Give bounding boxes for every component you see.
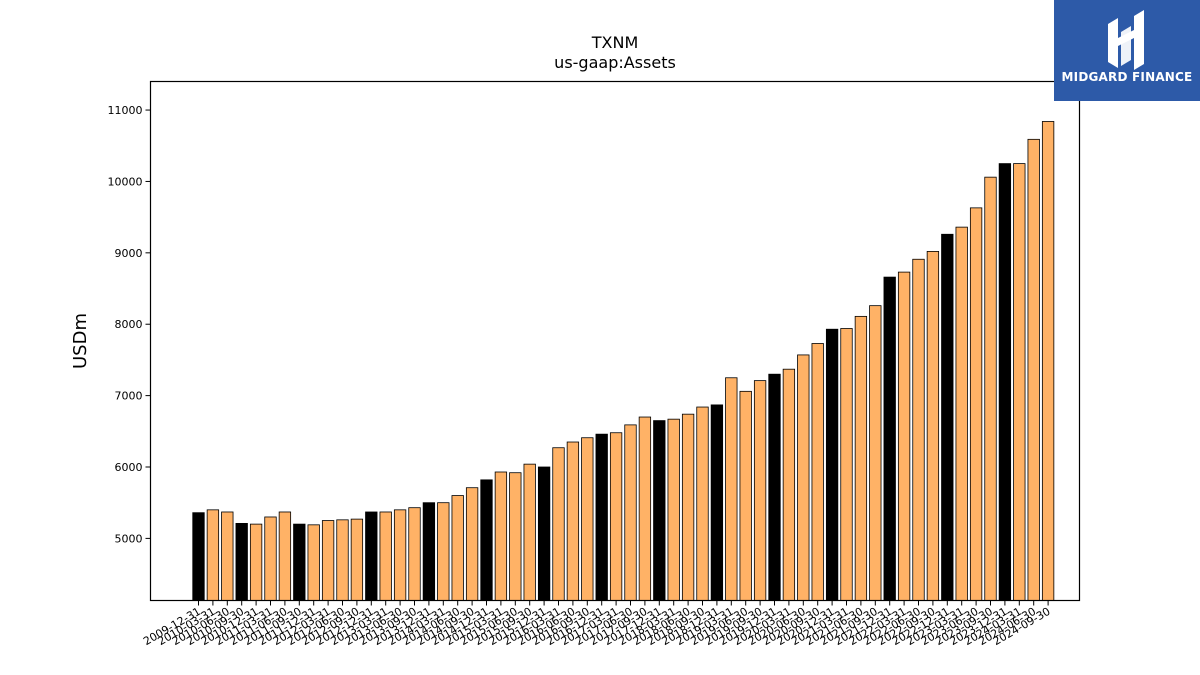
bar bbox=[941, 233, 954, 601]
brand-logo-text: MIDGARD FINANCE bbox=[1061, 70, 1193, 84]
bar bbox=[393, 509, 407, 601]
chart-title: TXNM bbox=[591, 33, 639, 52]
y-axis-label: USDm bbox=[70, 313, 91, 369]
bar bbox=[1013, 163, 1026, 601]
y-tick-label: 7000 bbox=[115, 390, 143, 403]
bar bbox=[638, 416, 652, 601]
bar bbox=[552, 447, 565, 601]
y-tick-label: 11000 bbox=[108, 104, 143, 117]
bar bbox=[897, 271, 911, 601]
bar bbox=[797, 354, 810, 601]
bar bbox=[984, 176, 997, 601]
bar bbox=[653, 420, 666, 601]
bar bbox=[321, 520, 335, 601]
bars bbox=[192, 121, 1055, 601]
bar bbox=[696, 406, 709, 601]
bar bbox=[969, 207, 983, 601]
bar bbox=[955, 226, 968, 601]
bar bbox=[595, 433, 608, 601]
bar bbox=[739, 390, 752, 601]
y-tick-label: 5000 bbox=[115, 532, 143, 545]
bar bbox=[1027, 138, 1040, 601]
y-tick-label: 9000 bbox=[115, 247, 143, 260]
bar bbox=[192, 512, 205, 601]
bar bbox=[465, 487, 479, 601]
y-axis-ticks: 5000 6000 7000 8000 9000 10000 11000 bbox=[108, 104, 151, 545]
plot-frame bbox=[149, 80, 1081, 602]
bar bbox=[725, 377, 738, 601]
bar bbox=[825, 328, 839, 601]
bar bbox=[768, 373, 781, 601]
bar bbox=[437, 502, 450, 601]
bar bbox=[609, 432, 623, 601]
bar bbox=[782, 368, 796, 601]
bar bbox=[681, 413, 695, 601]
bar bbox=[624, 424, 637, 601]
bar bbox=[883, 276, 896, 601]
bar bbox=[926, 251, 940, 601]
bar bbox=[840, 328, 853, 601]
x-axis-ticks: 2009-12-312010-03-312010-06-302010-09-30… bbox=[141, 600, 1053, 648]
bar bbox=[1041, 121, 1055, 601]
y-tick-label: 8000 bbox=[115, 318, 143, 331]
bar bbox=[710, 404, 724, 601]
bar bbox=[336, 519, 349, 601]
bar bbox=[365, 511, 378, 601]
y-tick-label: 6000 bbox=[115, 461, 143, 474]
bar bbox=[350, 518, 364, 601]
bar bbox=[537, 466, 551, 601]
bar bbox=[998, 163, 1012, 601]
brand-logo: MIDGARD FINANCE bbox=[1054, 0, 1200, 101]
y-tick-label: 10000 bbox=[108, 175, 143, 188]
bar bbox=[509, 472, 522, 601]
bar bbox=[235, 522, 248, 601]
bar bbox=[408, 507, 421, 601]
bar bbox=[854, 315, 868, 601]
bar bbox=[912, 258, 925, 601]
bar bbox=[869, 305, 882, 601]
bar bbox=[566, 441, 580, 601]
chart-subtitle: us-gaap:Assets bbox=[554, 53, 676, 72]
bar bbox=[206, 509, 220, 601]
bar bbox=[293, 523, 306, 601]
bar bbox=[523, 463, 536, 601]
bar bbox=[249, 523, 263, 601]
bar bbox=[494, 471, 508, 601]
bar bbox=[379, 511, 392, 601]
bar bbox=[221, 511, 234, 601]
bar bbox=[451, 495, 464, 601]
bar bbox=[667, 418, 680, 601]
bar bbox=[581, 437, 594, 601]
bar bbox=[307, 524, 320, 601]
bar bbox=[422, 502, 436, 601]
bar bbox=[278, 511, 292, 601]
bar bbox=[480, 479, 493, 601]
bar bbox=[811, 343, 824, 601]
bar bbox=[753, 380, 767, 601]
bar bbox=[264, 516, 277, 601]
midgard-logo-icon bbox=[1108, 10, 1144, 70]
